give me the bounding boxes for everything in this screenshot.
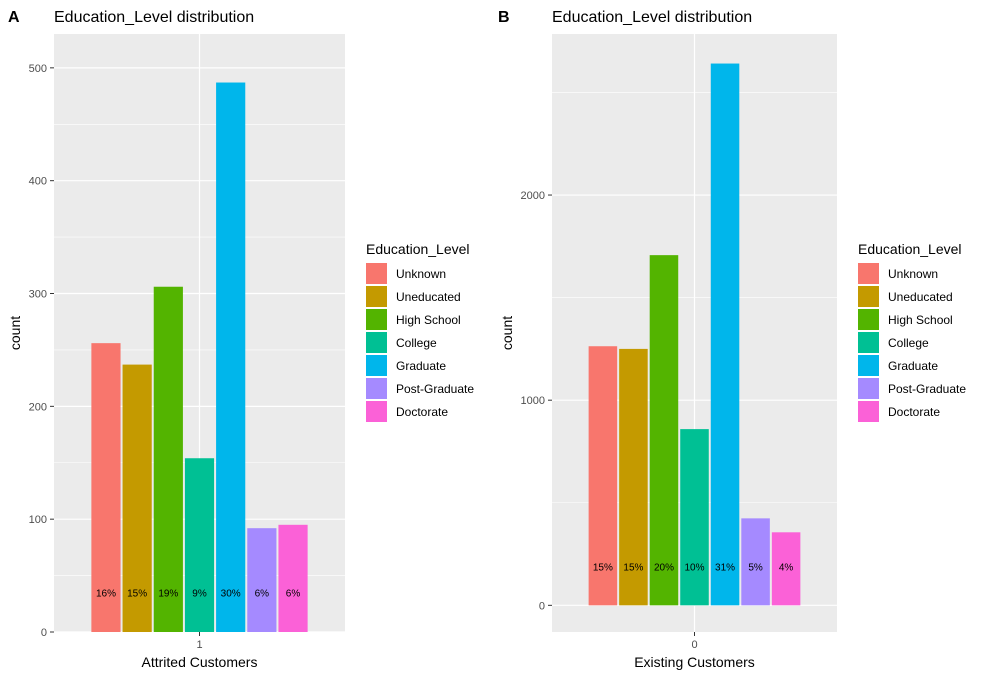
legend-label: Graduate [396, 359, 446, 373]
legend-label: High School [396, 313, 461, 327]
chart-panel-b: B Education_Level distribution 0 1000 2000 15… [498, 9, 966, 670]
legend-key [366, 401, 387, 422]
y-tick-label: 2000 [521, 190, 545, 202]
legend-key [858, 309, 879, 330]
chart-title: Education_Level distribution [54, 9, 254, 26]
legend-key [366, 309, 387, 330]
y-axis-title: count [7, 316, 23, 350]
legend-label: Uneducated [888, 290, 953, 304]
legend-label: Post-Graduate [888, 382, 966, 396]
legend-key [858, 378, 879, 399]
legend-label: Doctorate [888, 405, 940, 419]
bar-doctorate [278, 524, 308, 632]
legend-title: Education_Level [366, 241, 470, 257]
x-tick-label: 0 [691, 639, 697, 651]
y-tick-label: 0 [41, 627, 47, 639]
bar-percent-label: 4% [779, 562, 794, 573]
y-tick-label: 100 [29, 514, 47, 526]
bar-percent-label: 15% [623, 562, 643, 573]
bar-doctorate [771, 532, 801, 606]
y-tick-label: 400 [29, 176, 47, 188]
bar-percent-label: 15% [127, 589, 147, 600]
legend-key [366, 263, 387, 284]
bar-percent-label: 9% [192, 589, 207, 600]
legend-key [858, 355, 879, 376]
legend-key [858, 401, 879, 422]
bar-high-school [649, 255, 679, 606]
bar-uneducated [122, 364, 152, 632]
x-tick-label: 1 [196, 639, 202, 651]
bar-graduate [710, 63, 740, 606]
y-tick-label: 500 [29, 63, 47, 75]
legend-key [366, 286, 387, 307]
bar-unknown [91, 343, 121, 632]
bar-unknown [588, 346, 618, 606]
bar-percent-label: 6% [286, 589, 301, 600]
legend-label: Uneducated [396, 290, 461, 304]
y-tick-label: 1000 [521, 395, 545, 407]
legend-key [366, 355, 387, 376]
legend-key [858, 332, 879, 353]
legend-label: Graduate [888, 359, 938, 373]
chart-panel-a: A Education_Level distribution 0 100 200 300 4… [7, 9, 474, 670]
chart-title: Education_Level distribution [552, 9, 752, 26]
bar-percent-label: 16% [96, 589, 116, 600]
bar-percent-label: 5% [748, 562, 763, 573]
legend-label: College [396, 336, 437, 350]
legend-title: Education_Level [858, 241, 962, 257]
y-tick-label: 200 [29, 401, 47, 413]
legend-label: College [888, 336, 929, 350]
legend-key [858, 263, 879, 284]
legend-key [366, 378, 387, 399]
bar-uneducated [619, 348, 648, 606]
bar-college [680, 429, 709, 606]
bar-percent-label: 15% [593, 562, 613, 573]
bar-percent-label: 19% [158, 589, 178, 600]
bar-percent-label: 30% [221, 589, 241, 600]
legend-label: Unknown [396, 267, 446, 281]
y-axis-title: count [499, 316, 515, 350]
bar-percent-label: 20% [654, 562, 674, 573]
panel-tag: A [8, 9, 20, 26]
bar-post-graduate [741, 518, 770, 606]
legend-label: High School [888, 313, 953, 327]
bar-percent-label: 10% [684, 562, 704, 573]
bar-percent-label: 6% [255, 589, 270, 600]
bar-post-graduate [247, 528, 277, 632]
bar-high-school [153, 286, 183, 632]
legend-label: Doctorate [396, 405, 448, 419]
legend-label: Post-Graduate [396, 382, 474, 396]
y-tick-label: 300 [29, 289, 47, 301]
y-tick-label: 0 [539, 600, 545, 612]
legend-key [858, 286, 879, 307]
bar-graduate [216, 82, 246, 633]
legend-key [366, 332, 387, 353]
panel-tag: B [498, 9, 510, 26]
legend: Education_Level Unknown Uneducated High Sch… [858, 241, 966, 422]
bar-college [184, 458, 215, 632]
legend: Education_Level Unknown Uneducated High Sch… [366, 241, 474, 422]
x-axis-title: Attrited Customers [142, 654, 258, 670]
legend-label: Unknown [888, 267, 938, 281]
bar-percent-label: 31% [715, 562, 735, 573]
x-axis-title: Existing Customers [634, 654, 755, 670]
